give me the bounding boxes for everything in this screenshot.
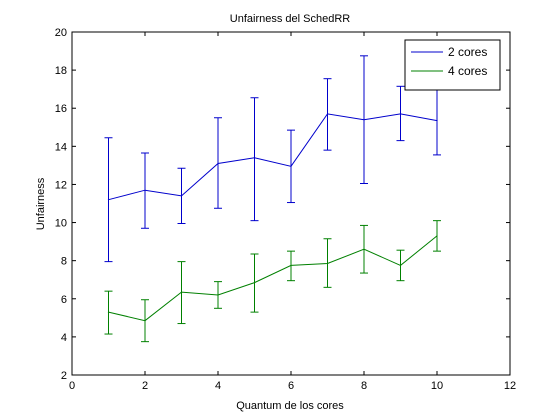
error-bar (141, 152, 149, 229)
x-tick-label: 6 (288, 380, 294, 392)
data-point (144, 189, 146, 191)
x-tick-label: 2 (142, 380, 148, 392)
series-line (108, 235, 438, 322)
error-bar (323, 78, 332, 151)
x-tick-label: 8 (361, 380, 367, 392)
y-tick-label: 16 (55, 103, 67, 115)
error-bar (323, 238, 332, 288)
data-point (399, 113, 402, 115)
error-bar (177, 261, 186, 325)
data-point (436, 235, 438, 237)
error-bar (396, 85, 405, 142)
error-bar (360, 55, 368, 184)
x-tick-label: 4 (215, 380, 221, 392)
series-layer (104, 55, 441, 343)
data-point (326, 113, 329, 115)
y-axis-label: Unfairness (35, 177, 47, 230)
data-point (399, 264, 402, 267)
legend-label: 2 cores (448, 45, 487, 59)
y-tick-label: 10 (55, 218, 67, 230)
error-bar (104, 137, 113, 263)
data-point (217, 162, 219, 165)
y-tick-label: 2 (61, 370, 67, 382)
error-bar (287, 250, 295, 282)
y-tick-label: 12 (55, 179, 67, 191)
y-tick-label: 8 (61, 256, 67, 268)
error-bar (433, 220, 441, 252)
error-bar (396, 249, 405, 282)
error-bar (360, 224, 368, 274)
data-point (180, 195, 183, 197)
data-point (217, 294, 219, 296)
x-tick-label: 12 (504, 380, 516, 392)
data-point (107, 199, 110, 201)
series-line (108, 113, 438, 201)
legend: 2 cores 4 cores (404, 39, 501, 91)
x-tick-label: 0 (69, 380, 75, 392)
error-bar (250, 97, 259, 222)
error-bar (104, 290, 113, 335)
data-point (363, 248, 365, 250)
data-point (144, 320, 146, 322)
error-bar (250, 253, 259, 313)
x-axis-label: Quantum de los cores (236, 400, 344, 412)
y-tick-label: 18 (55, 65, 67, 77)
error-bar (214, 281, 222, 309)
data-point (326, 262, 329, 265)
error-bar (177, 167, 186, 225)
data-point (107, 311, 110, 313)
data-point (290, 165, 292, 167)
data-point (253, 157, 256, 159)
data-point (290, 264, 292, 267)
error-bar (141, 299, 149, 343)
x-tick-label: 10 (431, 380, 443, 392)
error-bar (287, 129, 295, 204)
data-point (180, 291, 183, 293)
series-1 (104, 220, 441, 343)
data-point (436, 120, 438, 122)
y-tick-label: 14 (55, 141, 67, 153)
chart-title: Unfairness del SchedRR (230, 13, 351, 25)
y-tick-label: 4 (61, 332, 67, 344)
y-tick-label: 6 (61, 294, 67, 306)
legend-box (404, 39, 501, 91)
legend-label: 4 cores (448, 64, 487, 78)
y-tick-label: 20 (55, 27, 67, 39)
data-point (253, 281, 256, 284)
data-point (363, 119, 365, 121)
error-bar (214, 117, 222, 209)
